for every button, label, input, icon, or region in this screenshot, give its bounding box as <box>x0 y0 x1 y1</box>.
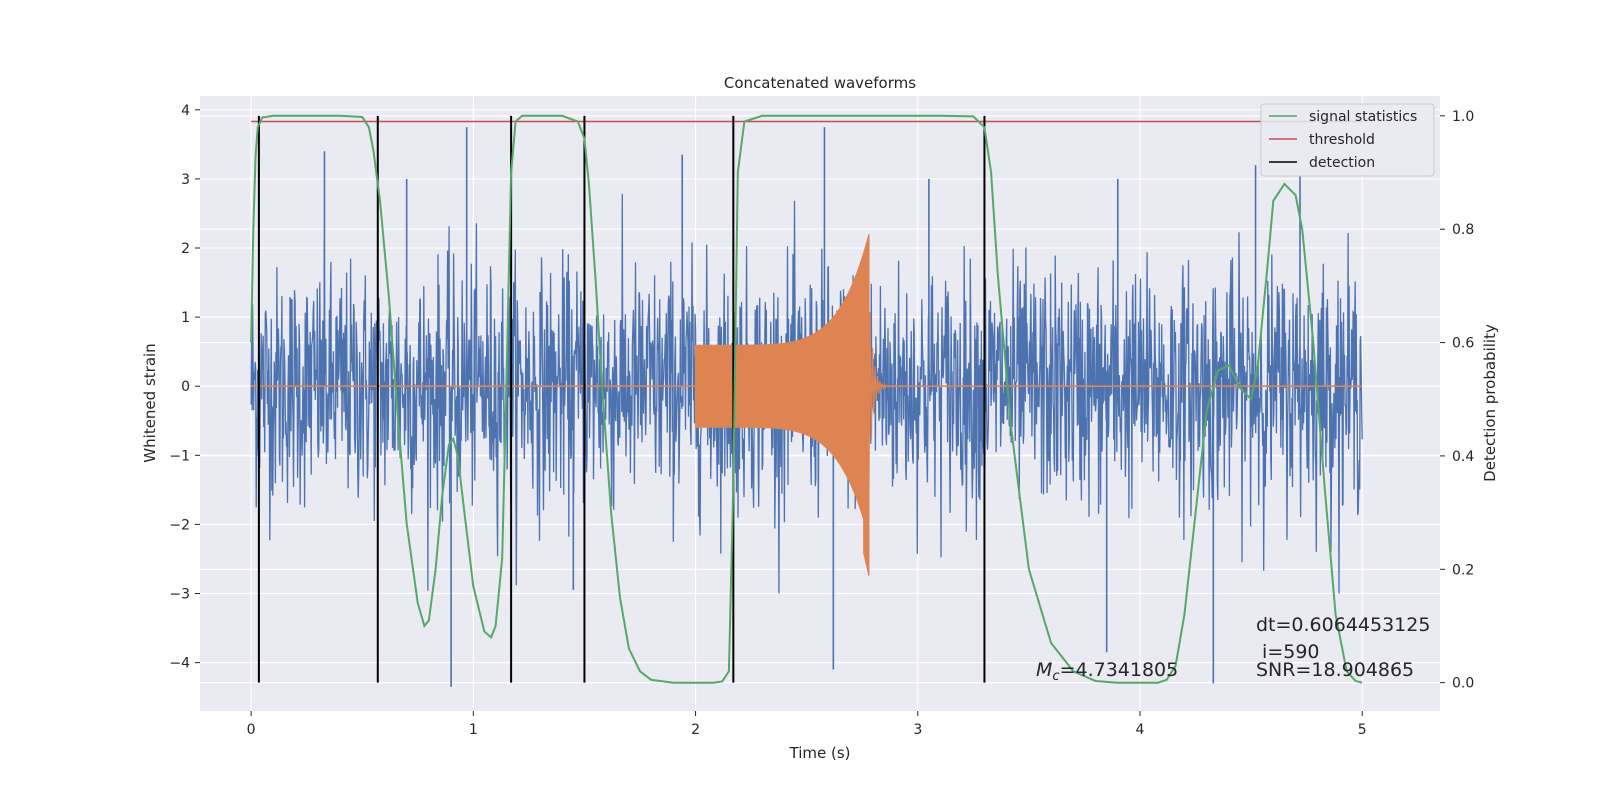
axes: 0 1 2 3 4 5 −4 −3 −2 −1 0 1 2 3 4 0.0 0.2 0.4 0.6 0.8 1.0 <box>169 103 1474 738</box>
legend-box <box>1260 103 1435 177</box>
y-right-tick-label: 0.8 <box>1452 222 1474 238</box>
y-tick-label: −1 <box>169 448 190 464</box>
y-axis-label: Whitened strain <box>141 343 159 462</box>
x-tick-label: 0 <box>247 722 256 738</box>
y-right-tick-label: 0.6 <box>1452 336 1474 352</box>
waveform-line <box>694 234 918 576</box>
legend-label-signal-statistics: signal statistics <box>1309 109 1417 125</box>
y-right-tick-label: 0.0 <box>1452 676 1474 692</box>
y-tick-label: −4 <box>169 656 190 672</box>
annotation-mc-symbol: M <box>1036 659 1052 681</box>
y-tick-label: 4 <box>181 103 190 119</box>
annotation-dt: dt=0.6064453125 <box>1256 614 1430 636</box>
x-tick-label: 2 <box>691 722 700 738</box>
annotation-mc-sub: c <box>1052 669 1059 684</box>
x-axis-label: Time (s) <box>789 744 851 762</box>
chart-title: Concatenated waveforms <box>724 74 916 92</box>
y-tick-label: 2 <box>181 241 190 257</box>
y-axis-right-label: Detection probability <box>1481 324 1499 482</box>
legend-label-detection: detection <box>1309 155 1375 171</box>
x-tick-label: 1 <box>469 722 478 738</box>
y-right-tick-label: 1.0 <box>1452 109 1474 125</box>
legend-label-threshold: threshold <box>1309 132 1375 148</box>
y-tick-label: 3 <box>181 172 190 188</box>
y-tick-label: 0 <box>181 379 190 395</box>
x-tick-label: 5 <box>1358 722 1367 738</box>
y-right-tick-label: 0.2 <box>1452 562 1474 578</box>
signal-statistics-line <box>250 114 1363 684</box>
y-tick-label: −3 <box>169 587 190 603</box>
annotation-snr: SNR=18.904865 <box>1256 659 1414 681</box>
annotation-i: i=590 <box>1256 641 1320 663</box>
annotation-mc-value: =4.7341805 <box>1060 659 1179 681</box>
legend: signal statistics threshold detection <box>1260 103 1435 177</box>
y-tick-label: 1 <box>181 310 190 326</box>
annotation-mc: Mc=4.7341805 <box>1036 659 1178 684</box>
waveform-series <box>251 234 1363 576</box>
right-axis-series <box>250 114 1363 684</box>
y-right-tick-label: 0.4 <box>1452 449 1474 465</box>
x-tick-label: 3 <box>913 722 922 738</box>
x-tick-label: 4 <box>1136 722 1145 738</box>
y-tick-label: −2 <box>169 517 190 533</box>
